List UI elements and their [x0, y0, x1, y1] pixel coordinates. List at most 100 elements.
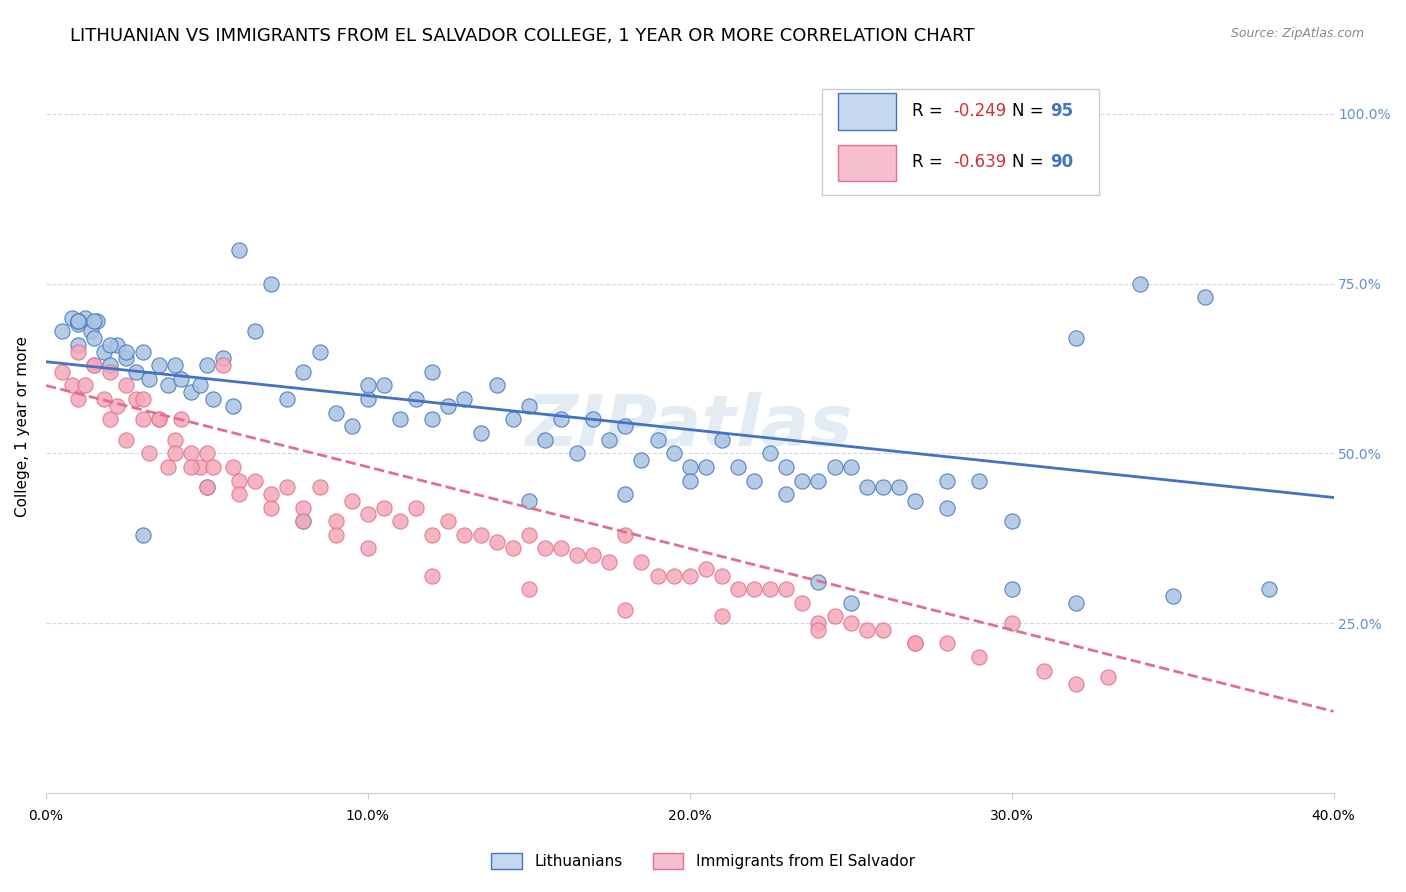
Point — [614, 487, 637, 501]
Text: R =: R = — [912, 153, 949, 171]
Point — [93, 392, 115, 406]
Point — [614, 602, 637, 616]
Point — [807, 474, 830, 488]
Text: N =: N = — [1012, 153, 1049, 171]
Point — [180, 446, 202, 460]
Point — [420, 568, 443, 582]
Point — [115, 351, 138, 366]
Point — [51, 324, 73, 338]
Point — [163, 358, 186, 372]
Point — [614, 419, 637, 434]
Point — [212, 351, 235, 366]
Point — [485, 534, 508, 549]
Point — [292, 365, 315, 379]
Point — [276, 480, 298, 494]
Point — [260, 500, 283, 515]
Point — [534, 433, 557, 447]
Point — [67, 337, 90, 351]
Point — [202, 392, 225, 406]
Point — [170, 372, 193, 386]
Point — [598, 555, 620, 569]
Point — [131, 412, 153, 426]
Point — [67, 314, 90, 328]
Point — [125, 392, 148, 406]
Point — [73, 378, 96, 392]
Point — [405, 392, 427, 406]
Text: R =: R = — [912, 102, 949, 120]
Point — [340, 419, 363, 434]
FancyBboxPatch shape — [823, 89, 1099, 195]
Point — [163, 433, 186, 447]
Y-axis label: College, 1 year or more: College, 1 year or more — [15, 335, 30, 516]
Point — [80, 324, 103, 338]
Point — [60, 310, 83, 325]
Point — [759, 446, 782, 460]
Point — [405, 500, 427, 515]
Point — [936, 474, 959, 488]
Point — [228, 487, 250, 501]
Point — [292, 514, 315, 528]
Point — [807, 623, 830, 637]
Point — [727, 582, 749, 596]
Point — [148, 412, 170, 426]
Point — [389, 412, 412, 426]
Text: -0.639: -0.639 — [953, 153, 1007, 171]
Text: Source: ZipAtlas.com: Source: ZipAtlas.com — [1230, 27, 1364, 40]
Point — [98, 365, 121, 379]
Point — [969, 650, 991, 665]
Point — [565, 446, 588, 460]
Point — [742, 474, 765, 488]
Point — [872, 623, 894, 637]
Point — [125, 365, 148, 379]
Point — [565, 548, 588, 562]
Point — [325, 528, 347, 542]
Point — [1064, 677, 1087, 691]
Point — [325, 406, 347, 420]
Point — [170, 412, 193, 426]
Point — [157, 459, 180, 474]
Point — [679, 459, 702, 474]
Point — [662, 446, 685, 460]
Point — [195, 358, 218, 372]
Point — [98, 337, 121, 351]
Point — [83, 314, 105, 328]
Legend: Lithuanians, Immigrants from El Salvador: Lithuanians, Immigrants from El Salvador — [485, 847, 921, 875]
Text: -0.249: -0.249 — [953, 102, 1007, 120]
Point — [775, 487, 797, 501]
Point — [550, 541, 572, 556]
Point — [517, 494, 540, 508]
Point — [308, 480, 330, 494]
Text: LITHUANIAN VS IMMIGRANTS FROM EL SALVADOR COLLEGE, 1 YEAR OR MORE CORRELATION CH: LITHUANIAN VS IMMIGRANTS FROM EL SALVADO… — [70, 27, 974, 45]
Point — [195, 480, 218, 494]
FancyBboxPatch shape — [838, 145, 896, 181]
Point — [1064, 331, 1087, 345]
Point — [824, 609, 846, 624]
Point — [389, 514, 412, 528]
Point — [148, 358, 170, 372]
Point — [83, 358, 105, 372]
Point — [93, 344, 115, 359]
Point — [872, 480, 894, 494]
Point — [1194, 290, 1216, 304]
Point — [357, 541, 380, 556]
Point — [710, 433, 733, 447]
Point — [582, 412, 605, 426]
Point — [195, 446, 218, 460]
Point — [60, 378, 83, 392]
Point — [67, 392, 90, 406]
Point — [775, 582, 797, 596]
Point — [742, 582, 765, 596]
Point — [470, 425, 492, 440]
Point — [759, 582, 782, 596]
Point — [936, 636, 959, 650]
Point — [83, 331, 105, 345]
Point — [260, 277, 283, 291]
Point — [630, 453, 652, 467]
Point — [212, 358, 235, 372]
Point — [453, 528, 475, 542]
Point — [839, 459, 862, 474]
Point — [131, 392, 153, 406]
Point — [839, 616, 862, 631]
Point — [855, 480, 877, 494]
Point — [630, 555, 652, 569]
